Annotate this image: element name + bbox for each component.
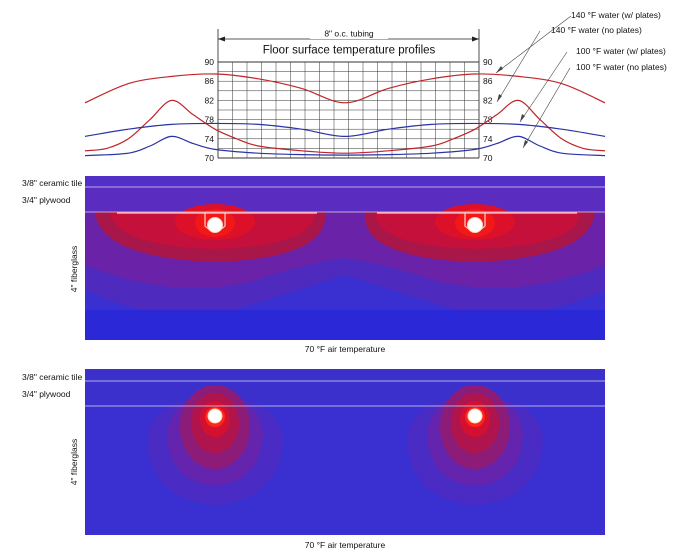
layer-label-fiberglass: 4" fiberglass bbox=[69, 246, 79, 292]
y-tick-label: 82 bbox=[205, 95, 215, 105]
series-lines bbox=[84, 73, 606, 157]
y-tick-label: 90 bbox=[483, 57, 493, 67]
y-axis-right: 90 86 82 78 74 70 bbox=[483, 57, 493, 163]
series-line-1 bbox=[84, 99, 606, 154]
legend-100-no-plates: 100 °F water (no plates) bbox=[576, 62, 667, 72]
y-tick-label: 78 bbox=[205, 115, 215, 125]
legend: 140 °F water (w/ plates) 140 °F water (n… bbox=[495, 10, 667, 149]
chart-grid bbox=[217, 61, 480, 159]
y-tick-label: 74 bbox=[205, 134, 215, 144]
tube-icon bbox=[207, 217, 223, 233]
legend-140-no-plates: 140 °F water (no plates) bbox=[551, 25, 642, 35]
y-axis-left: 90 86 82 78 74 70 bbox=[205, 57, 215, 163]
cross-section-with-plates: 3/8" ceramic tile 3/4" plywood 4" fiberg… bbox=[22, 176, 605, 354]
air-temperature-label: 70 °F air temperature bbox=[305, 344, 386, 354]
chart-title: Floor surface temperature profiles bbox=[263, 45, 436, 57]
y-tick-label: 86 bbox=[483, 76, 493, 86]
series-line-2 bbox=[84, 122, 606, 138]
layer-label-fiberglass: 4" fiberglass bbox=[69, 439, 79, 485]
y-tick-label: 70 bbox=[205, 153, 215, 163]
legend-100-plates: 100 °F water (w/ plates) bbox=[576, 46, 666, 56]
y-tick-label: 74 bbox=[483, 134, 493, 144]
layer-label-tile: 3/8" ceramic tile bbox=[22, 178, 82, 188]
air-temperature-label: 70 °F air temperature bbox=[305, 540, 386, 550]
series-line-3 bbox=[84, 135, 606, 157]
layer-label-plywood: 3/4" plywood bbox=[22, 195, 71, 205]
y-tick-label: 86 bbox=[205, 76, 215, 86]
layer-label-tile: 3/8" ceramic tile bbox=[22, 372, 82, 382]
y-tick-label: 90 bbox=[205, 57, 215, 67]
tube-icon bbox=[467, 217, 483, 233]
tubing-dimension: 8" o.c. tubing bbox=[217, 28, 480, 62]
legend-140-plates: 140 °F water (w/ plates) bbox=[571, 10, 661, 20]
tube-icon bbox=[467, 408, 483, 424]
y-tick-label: 82 bbox=[483, 95, 493, 105]
y-tick-label: 70 bbox=[483, 153, 493, 163]
temperature-profile-chart: 8" o.c. tubing Floor surface temperature… bbox=[84, 10, 667, 163]
tubing-spacing-label: 8" o.c. tubing bbox=[324, 29, 374, 39]
series-line-0 bbox=[84, 73, 606, 104]
layer-label-plywood: 3/4" plywood bbox=[22, 389, 71, 399]
cross-section-no-plates: 3/8" ceramic tile 3/4" plywood 4" fiberg… bbox=[22, 369, 605, 550]
tube-icon bbox=[207, 408, 223, 424]
y-tick-label: 78 bbox=[483, 115, 493, 125]
